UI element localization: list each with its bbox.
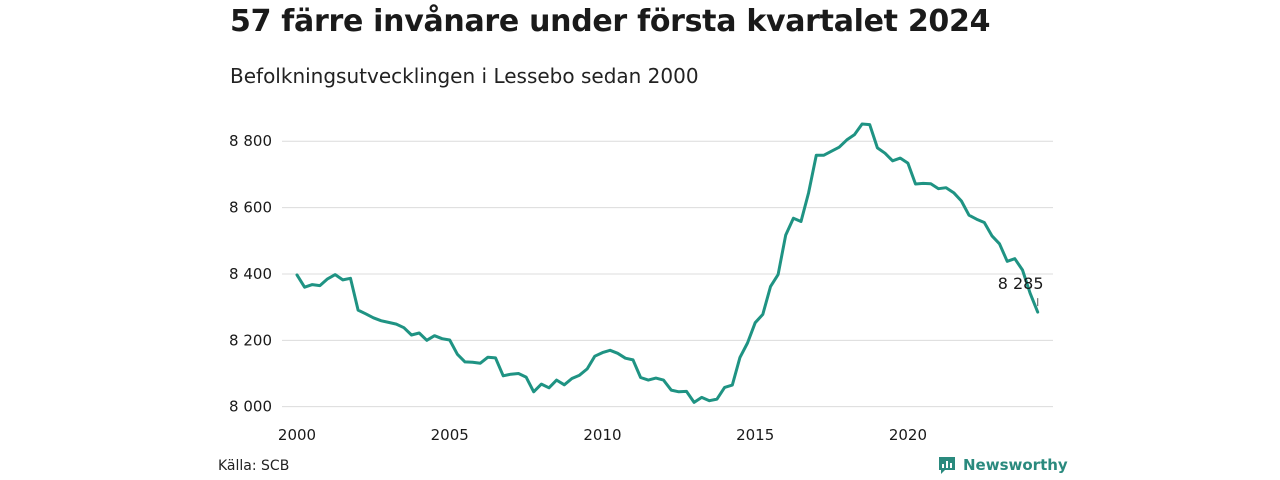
end-value-label: 8 285 xyxy=(998,274,1044,293)
brand-name: Newsworthy xyxy=(963,456,1068,474)
y-tick-label-8800: 8 800 xyxy=(229,132,272,150)
chart-subtitle: Befolkningsutvecklingen i Lessebo sedan … xyxy=(230,64,699,88)
series-line xyxy=(295,122,1040,404)
source-note: Källa: SCB xyxy=(218,458,290,474)
y-tick-label-8200: 8 200 xyxy=(229,331,272,349)
y-tick-label-8400: 8 400 xyxy=(229,265,272,283)
brand-logo: Newsworthy xyxy=(937,455,1068,475)
x-tick-label-2000: 2000 xyxy=(278,426,316,444)
y-tick-label-8000: 8 000 xyxy=(229,398,272,416)
x-tick-label-2015: 2015 xyxy=(736,426,774,444)
newsworthy-logo-icon xyxy=(939,457,955,474)
y-tick-label-8600: 8 600 xyxy=(229,199,272,217)
x-tick-label-2020: 2020 xyxy=(889,426,927,444)
x-tick-label-2005: 2005 xyxy=(431,426,469,444)
x-tick-label-2010: 2010 xyxy=(583,426,621,444)
chart-title: 57 färre invånare under första kvartalet… xyxy=(230,4,991,39)
